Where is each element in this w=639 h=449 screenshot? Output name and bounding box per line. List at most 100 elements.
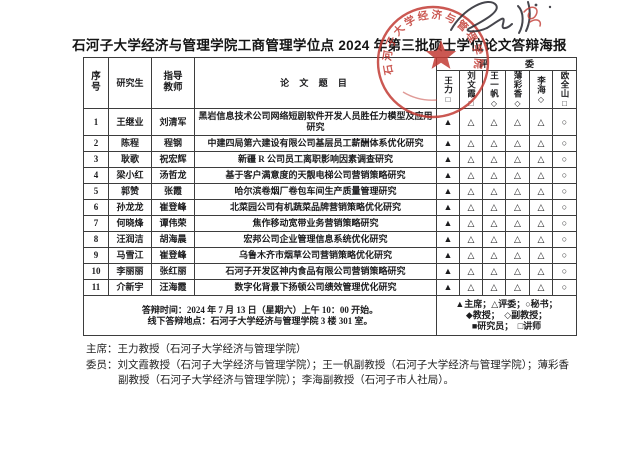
committee-mark: △	[505, 151, 530, 168]
row-advisor: 张霞	[151, 183, 195, 200]
committee-mark: △	[482, 135, 506, 152]
committee-mark: ○	[551, 247, 578, 264]
committee-member-name: 刘文霞	[466, 71, 477, 98]
table-row: 5 郭赞 张霞 哈尔滨卷烟厂卷包车间生产质量管理研究 ▲ △ △ △ △ ○	[83, 183, 578, 200]
footer-info-cell: 答辩时间：2024 年 7 月 13 日（星期六）上午 10：00 开始。 线下…	[83, 295, 437, 336]
row-seq: 3	[83, 151, 109, 168]
committee-mark: △	[529, 167, 553, 184]
committee-mark: ▲	[436, 108, 460, 136]
table-header: 序号 研究生 指导教师 论 文 题 目 评 委 王力 □ 刘文霞 □ 王一帆 ◇	[83, 57, 578, 109]
committee-mark: ○	[551, 183, 578, 200]
header-seq: 序号	[83, 57, 109, 109]
row-seq: 1	[83, 108, 109, 136]
row-seq: 5	[83, 183, 109, 200]
row-advisor: 崔登峰	[151, 247, 195, 264]
committee-mark: △	[459, 247, 483, 264]
header-thesis-title: 论 文 题 目	[194, 57, 437, 109]
table-row: 6 孙龙龙 崔登峰 北菜园公司有机蔬菜品牌营销策略优化研究 ▲ △ △ △ △ …	[83, 199, 578, 216]
committee-mark: ▲	[436, 135, 460, 152]
committee-mark: △	[482, 183, 506, 200]
legend-cell: ▲主席；△评委；○秘书； ◆教授； ◇副教授； ■研究员； □讲师	[435, 295, 578, 336]
committee-mark: △	[482, 263, 506, 280]
table-footer: 答辩时间：2024 年 7 月 13 日（星期六）上午 10：00 开始。 线下…	[83, 295, 578, 336]
legend-line: ◆教授； ◇副教授；	[465, 310, 548, 320]
committee-mark: ▲	[436, 215, 460, 232]
committee-member-name: 李海	[536, 75, 547, 94]
row-thesis-title: 焦作移动宽带业务营销策略研究	[194, 215, 437, 232]
committee-member-header: 王一帆 ◇	[482, 70, 506, 109]
committee-list-block: 主席：王力教授（石河子大学经济与管理学院） 委员：刘文霞教授（石河子大学经济与管…	[86, 342, 631, 389]
committee-mark: △	[459, 231, 483, 248]
committee-member-name: 王力	[443, 75, 454, 94]
committee-member-title-symbol: □	[445, 94, 451, 104]
committee-mark: △	[505, 215, 530, 232]
row-seq: 4	[83, 167, 109, 184]
row-thesis-title: 新疆 R 公司员工离职影响因素调查研究	[194, 151, 437, 168]
members-line: 委员：刘文霞教授（石河子大学经济与管理学院）；王一帆副教授（石河子大学经济与管理…	[86, 358, 631, 374]
committee-mark: ○	[551, 108, 578, 136]
row-seq: 2	[83, 135, 109, 152]
committee-member-title-symbol: ◇	[514, 99, 521, 108]
row-thesis-title: 北菜园公司有机蔬菜品牌营销策略优化研究	[194, 199, 437, 216]
committee-member-header: 李海 ◇	[529, 70, 553, 109]
committee-mark: △	[529, 183, 553, 200]
committee-mark: △	[505, 199, 530, 216]
committee-mark: △	[505, 231, 530, 248]
committee-mark: △	[459, 151, 483, 168]
committee-mark: ○	[551, 263, 578, 280]
row-thesis-title: 黑岩信息技术公司网络短剧软件开发人员胜任力模型及应用研究	[194, 108, 437, 136]
committee-mark: △	[529, 231, 553, 248]
row-student: 陈程	[108, 135, 152, 152]
table-row: 11 介新宇 汪海霞 数字化背景下扬顿公司绩效管理优化研究 ▲ △ △ △ △ …	[83, 279, 578, 296]
committee-mark: ○	[551, 279, 578, 296]
poster-title: 石河子大学经济与管理学院工商管理学位点 2024 年第三批硕士学位论文答辩海报	[72, 38, 567, 53]
committee-mark: △	[459, 108, 483, 136]
committee-mark: △	[529, 135, 553, 152]
committee-mark: ▲	[436, 263, 460, 280]
committee-mark: △	[482, 247, 506, 264]
row-thesis-title: 哈尔滨卷烟厂卷包车间生产质量管理研究	[194, 183, 437, 200]
committee-mark: △	[482, 279, 506, 296]
committee-mark: △	[482, 151, 506, 168]
committee-mark: ○	[551, 135, 578, 152]
table-rows: 1 王继业 刘清军 黑岩信息技术公司网络短剧软件开发人员胜任力模型及应用研究 ▲…	[83, 108, 578, 296]
header-student: 研究生	[108, 57, 152, 109]
committee-mark: △	[529, 263, 553, 280]
row-advisor: 程钢	[151, 135, 195, 152]
table-row: 1 王继业 刘清军 黑岩信息技术公司网络短剧软件开发人员胜任力模型及应用研究 ▲…	[83, 108, 578, 136]
committee-member-name: 王一帆	[489, 71, 500, 98]
committee-mark: △	[529, 151, 553, 168]
committee-mark: △	[482, 167, 506, 184]
table-row: 9 马雪江 崔登峰 乌鲁木齐市烟草公司营销策略优化研究 ▲ △ △ △ △ ○	[83, 247, 578, 264]
committee-mark: △	[505, 135, 530, 152]
row-advisor: 胡海晨	[151, 231, 195, 248]
committee-mark: ○	[551, 199, 578, 216]
defense-location: 线下答辩地点：石河子大学经济与管理学院 3 楼 301 室。	[147, 315, 373, 326]
row-advisor: 谭伟荣	[151, 215, 195, 232]
committee-mark: △	[529, 279, 553, 296]
legend-line: ▲主席；△评委；○秘书；	[455, 299, 558, 309]
committee-member-header: 王力 □	[436, 70, 460, 109]
committee-member-title-symbol: □	[562, 99, 567, 108]
row-student: 孙龙龙	[108, 199, 152, 216]
committee-mark: △	[505, 183, 530, 200]
row-seq: 7	[83, 215, 109, 232]
committee-mark: ▲	[436, 199, 460, 216]
header-committee: 评 委	[435, 57, 578, 71]
row-student: 郭赞	[108, 183, 152, 200]
committee-mark: △	[459, 183, 483, 200]
committee-mark: ▲	[436, 231, 460, 248]
committee-mark: ○	[551, 167, 578, 184]
row-thesis-title: 基于客户满意度的天靓电梯公司营销策略研究	[194, 167, 437, 184]
row-thesis-title: 数字化背景下扬顿公司绩效管理优化研究	[194, 279, 437, 296]
committee-mark: △	[505, 247, 530, 264]
committee-mark: △	[505, 263, 530, 280]
row-thesis-title: 中建四局第六建设有限公司基层员工薪酬体系优化研究	[194, 135, 437, 152]
row-student: 耿歌	[108, 151, 152, 168]
members-line-continued: 副教授（石河子大学经济与管理学院）；李海副教授（石河子市人社局）。	[118, 375, 454, 386]
row-student: 梁小红	[108, 167, 152, 184]
row-seq: 10	[83, 263, 109, 280]
defense-time: 答辩时间：2024 年 7 月 13 日（星期六）上午 10：00 开始。	[141, 304, 379, 315]
committee-mark: △	[529, 215, 553, 232]
